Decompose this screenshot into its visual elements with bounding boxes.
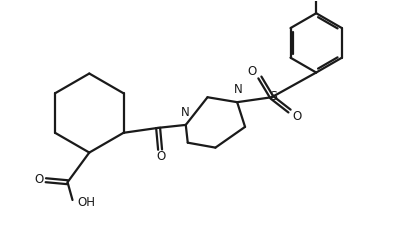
Text: N: N [180, 106, 189, 119]
Text: O: O [247, 65, 257, 78]
Text: O: O [34, 173, 44, 186]
Text: O: O [293, 110, 302, 123]
Text: OH: OH [77, 196, 95, 209]
Text: S: S [269, 90, 277, 103]
Text: N: N [234, 83, 242, 96]
Text: O: O [156, 150, 166, 163]
